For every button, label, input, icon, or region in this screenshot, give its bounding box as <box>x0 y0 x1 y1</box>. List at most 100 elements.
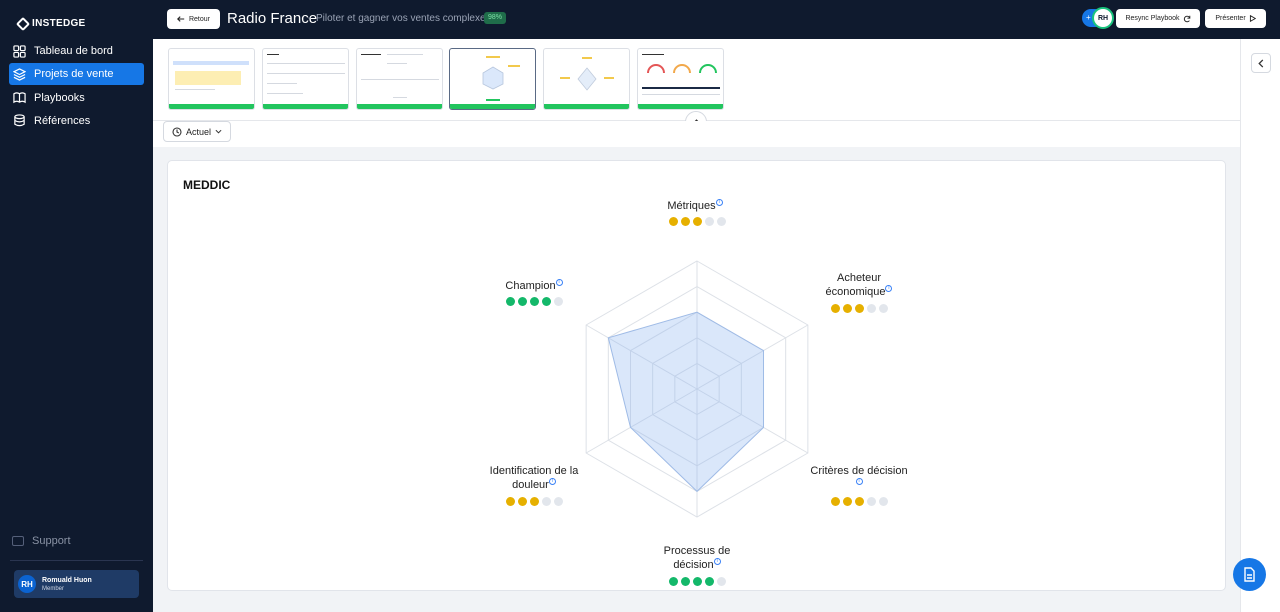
info-icon[interactable]: i <box>713 558 721 565</box>
slide-status-bar <box>169 104 254 109</box>
expand-panel-button[interactable] <box>1251 53 1271 73</box>
radar-axis-line <box>585 324 698 390</box>
sidebar-item-references[interactable]: Références <box>9 110 144 132</box>
back-button[interactable]: Retour <box>167 9 220 29</box>
info-icon[interactable]: i <box>548 478 556 485</box>
axis-label-economic-buyer: Acheteur économique i <box>819 271 899 299</box>
sidebar-item-playbooks[interactable]: Playbooks <box>9 87 144 109</box>
filter-bar: Actuel <box>153 121 1240 147</box>
score-dot-filled <box>681 217 690 226</box>
avatar[interactable]: RH <box>1092 7 1114 29</box>
score-dot-filled <box>693 217 702 226</box>
version-select-label: Actuel <box>186 126 212 137</box>
sidebar-item-dashboard[interactable]: Tableau de bord <box>9 40 144 62</box>
card-title: MEDDIC <box>183 178 231 192</box>
sidebar-item-label: Playbooks <box>34 91 85 104</box>
progress-badge: 98% <box>484 12 507 24</box>
brand-name: INSTEDGE <box>32 18 86 29</box>
axis-label-metrics: Métriques i <box>655 199 735 213</box>
score-dot-filled <box>518 297 527 306</box>
sidebar-item-label: Projets de vente <box>34 68 114 81</box>
score-dot-filled <box>843 304 852 313</box>
document-fab-button[interactable] <box>1233 558 1266 591</box>
info-icon[interactable]: i <box>555 279 563 286</box>
info-icon[interactable]: i <box>855 478 863 485</box>
layers-icon <box>13 68 26 81</box>
score-dot-filled <box>693 577 702 586</box>
radar-axis-line <box>696 324 809 390</box>
score-dot-empty <box>879 497 888 506</box>
slide-status-bar <box>638 104 723 109</box>
score-dot-empty <box>705 217 714 226</box>
score-dot-empty <box>554 497 563 506</box>
refresh-icon <box>1183 15 1190 22</box>
score-dot-filled <box>831 497 840 506</box>
chevron-left-icon <box>1258 58 1264 68</box>
slide-status-bar <box>263 104 348 109</box>
gauges-thumbnail-icon <box>647 64 717 74</box>
present-label: Présenter <box>1215 15 1246 22</box>
slide-thumbnail[interactable] <box>543 48 630 110</box>
right-rail <box>1240 39 1280 612</box>
book-icon <box>13 92 26 104</box>
present-button[interactable]: Présenter <box>1205 9 1266 28</box>
support-label: Support <box>32 535 71 547</box>
page-subtitle: Piloter et gagner vos ventes complexes <box>316 13 491 24</box>
brand-logo[interactable]: INSTEDGE <box>15 16 86 31</box>
back-button-label: Retour <box>188 15 210 23</box>
grid-icon <box>13 44 26 58</box>
score-dots-decision-process <box>669 577 726 586</box>
slide-status-bar <box>357 104 442 109</box>
slide-thumbnails-strip <box>153 39 1240 133</box>
sidebar-item-label: Références <box>34 114 91 127</box>
user-role: Member <box>42 585 65 592</box>
score-dot-filled <box>831 304 840 313</box>
avatar: RH <box>18 575 36 593</box>
diamond-thumbnail-icon <box>577 67 597 91</box>
resync-label: Resync Playbook <box>1125 15 1180 22</box>
axis-label-decision-criteria: Critères de décision i <box>810 465 908 485</box>
slide-thumbnail[interactable] <box>637 48 724 110</box>
database-icon <box>14 114 25 127</box>
top-bar: Retour Radio France - Piloter et gagner … <box>153 0 1280 39</box>
slide-thumbnail[interactable] <box>168 48 255 110</box>
support-icon <box>12 536 24 546</box>
score-dot-filled <box>518 497 527 506</box>
slide-thumbnail-selected[interactable] <box>449 48 536 110</box>
score-dot-filled <box>681 577 690 586</box>
play-icon <box>1249 15 1256 22</box>
score-dot-filled <box>530 297 539 306</box>
radar-score-area <box>607 311 765 493</box>
score-dots-metrics <box>669 217 726 226</box>
score-dot-empty <box>879 304 888 313</box>
sidebar-divider <box>10 560 143 561</box>
score-dot-filled <box>530 497 539 506</box>
info-icon[interactable]: i <box>885 285 893 292</box>
support-link[interactable]: Support <box>12 535 71 547</box>
axis-label-champion: Champion i <box>494 279 574 293</box>
axis-label-decision-process: Processus de décision i <box>663 545 731 571</box>
user-profile[interactable]: RH Romuald Huon Member <box>14 570 139 598</box>
radar-thumbnail-icon <box>482 66 504 90</box>
score-dots-pain-identification <box>506 497 563 506</box>
score-dot-empty <box>554 297 563 306</box>
score-dots-champion <box>506 297 563 306</box>
axis-label-pain-identification: Identification de la douleur i <box>489 465 579 491</box>
radar-axis-line <box>696 388 809 454</box>
sidebar-item-sales-projects[interactable]: Projets de vente <box>9 63 144 86</box>
resync-playbook-button[interactable]: Resync Playbook <box>1116 9 1200 28</box>
score-dot-filled <box>855 304 864 313</box>
info-icon[interactable]: i <box>715 199 723 206</box>
score-dot-filled <box>506 297 515 306</box>
plus-icon: + <box>1086 13 1091 22</box>
slide-thumbnail[interactable] <box>262 48 349 110</box>
radar-chart <box>585 260 809 518</box>
document-icon <box>1244 567 1255 582</box>
score-dot-empty <box>542 497 551 506</box>
score-dots-decision-criteria <box>831 497 888 506</box>
score-dot-filled <box>506 497 515 506</box>
score-dot-empty <box>867 304 876 313</box>
slide-thumbnail[interactable] <box>356 48 443 110</box>
version-select[interactable]: Actuel <box>163 121 231 142</box>
radar-axis-line <box>585 388 698 454</box>
